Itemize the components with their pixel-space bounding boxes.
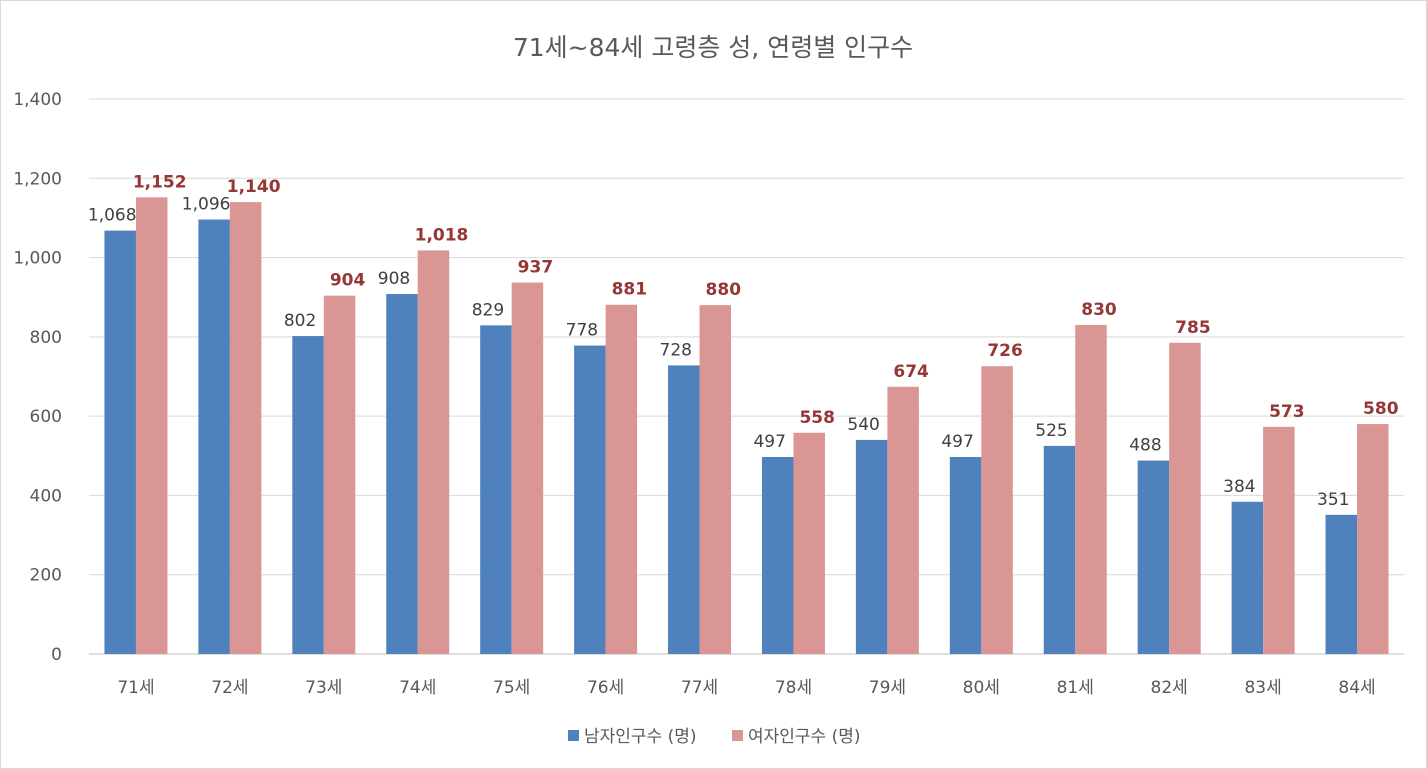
y-tick-label: 1,400 <box>13 90 62 110</box>
bar-female <box>1263 426 1295 654</box>
bar-female <box>887 386 919 654</box>
bar-female <box>605 304 638 654</box>
data-label-male: 728 <box>660 340 692 360</box>
bar-female <box>793 432 825 654</box>
data-label-female: 1,018 <box>415 225 469 245</box>
data-label-female: 1,152 <box>133 172 187 192</box>
bar-male <box>1137 460 1170 654</box>
chart-title: 71세~84세 고령층 성, 연령별 인구수 <box>513 33 913 62</box>
bar-female <box>511 282 544 654</box>
data-label-female: 880 <box>706 280 742 300</box>
y-tick-label: 400 <box>30 486 62 506</box>
legend-label-male: 남자인구수 (명) <box>584 727 697 747</box>
data-label-male: 488 <box>1129 436 1161 456</box>
x-tick-label: 84세 <box>1338 678 1375 698</box>
x-tick-label: 79세 <box>869 678 906 698</box>
bar-male <box>1231 501 1264 654</box>
y-tick-label: 600 <box>30 407 62 427</box>
bar-female <box>135 197 168 655</box>
data-label-male: 829 <box>472 300 504 320</box>
x-axis: 71세 72세 73세 74세 75세 76세 77세 78세 79세 80세 81세 82세 83세 8… <box>117 678 1375 698</box>
data-label-female: 558 <box>799 408 835 428</box>
x-tick-label: 81세 <box>1057 678 1094 698</box>
bar-female <box>699 305 732 654</box>
data-label-female: 580 <box>1363 399 1399 419</box>
bar-male <box>104 230 136 654</box>
data-label-female: 904 <box>330 271 366 291</box>
legend-label-female: 여자인구수 (명) <box>748 727 861 747</box>
legend: 남자인구수 (명) 여자인구수 (명) <box>568 727 861 747</box>
data-label-male: 802 <box>284 311 316 331</box>
bar-female <box>417 250 450 654</box>
bar-female <box>1075 324 1107 654</box>
bar-male <box>480 325 512 654</box>
x-tick-label: 83세 <box>1244 678 1281 698</box>
x-tick-label: 77세 <box>681 678 718 698</box>
data-label-female: 1,140 <box>227 177 281 197</box>
data-label-male: 497 <box>941 432 973 452</box>
bar-male <box>761 456 794 654</box>
x-tick-label: 73세 <box>305 678 342 698</box>
bar-female <box>229 202 262 655</box>
data-label-male: 540 <box>847 415 879 435</box>
bar-male <box>1043 445 1076 654</box>
x-tick-label: 76세 <box>587 678 624 698</box>
data-label-female: 785 <box>1175 318 1211 338</box>
data-label-male: 778 <box>566 321 598 341</box>
data-label-male: 908 <box>378 269 410 289</box>
gridlines <box>89 98 1404 655</box>
bar-male <box>198 219 230 654</box>
bar-male <box>574 345 606 654</box>
data-label-female: 881 <box>612 280 648 300</box>
bar-male <box>855 439 888 654</box>
y-tick-label: 800 <box>30 328 62 348</box>
bar-male <box>668 365 700 654</box>
data-label-female: 830 <box>1081 300 1117 320</box>
data-label-male: 525 <box>1035 421 1067 441</box>
x-tick-label: 71세 <box>117 678 154 698</box>
data-label-female: 573 <box>1269 402 1305 422</box>
x-tick-label: 82세 <box>1151 678 1188 698</box>
data-label-male: 1,068 <box>88 206 137 226</box>
data-label-female: 674 <box>893 362 929 382</box>
y-axis: 0 200 400 600 800 1,000 1,200 1,400 <box>13 90 62 665</box>
x-tick-label: 75세 <box>493 678 530 698</box>
y-tick-label: 0 <box>51 645 62 665</box>
y-tick-label: 200 <box>30 566 62 586</box>
data-label-male: 384 <box>1223 477 1255 497</box>
data-label-male: 1,096 <box>182 195 231 215</box>
bar-female <box>1357 424 1389 654</box>
y-tick-label: 1,000 <box>13 249 62 269</box>
x-tick-label: 72세 <box>211 678 248 698</box>
bar-male <box>1325 514 1358 654</box>
bar-male <box>386 294 418 654</box>
x-tick-label: 80세 <box>963 678 1000 698</box>
data-label-male: 497 <box>753 432 785 452</box>
legend-swatch-female <box>732 730 743 741</box>
bar-female <box>323 295 356 654</box>
data-label-male: 351 <box>1317 490 1349 510</box>
data-label-female: 726 <box>987 341 1023 361</box>
x-tick-label: 78세 <box>775 678 812 698</box>
data-label-female: 937 <box>518 258 554 278</box>
bar-female <box>981 366 1013 654</box>
bar-male <box>949 456 982 654</box>
bars <box>104 197 1389 655</box>
bar-female <box>1169 342 1201 654</box>
bar-male <box>292 336 324 654</box>
legend-swatch-male <box>568 730 579 741</box>
y-tick-label: 1,200 <box>13 169 62 189</box>
x-tick-label: 74세 <box>399 678 436 698</box>
